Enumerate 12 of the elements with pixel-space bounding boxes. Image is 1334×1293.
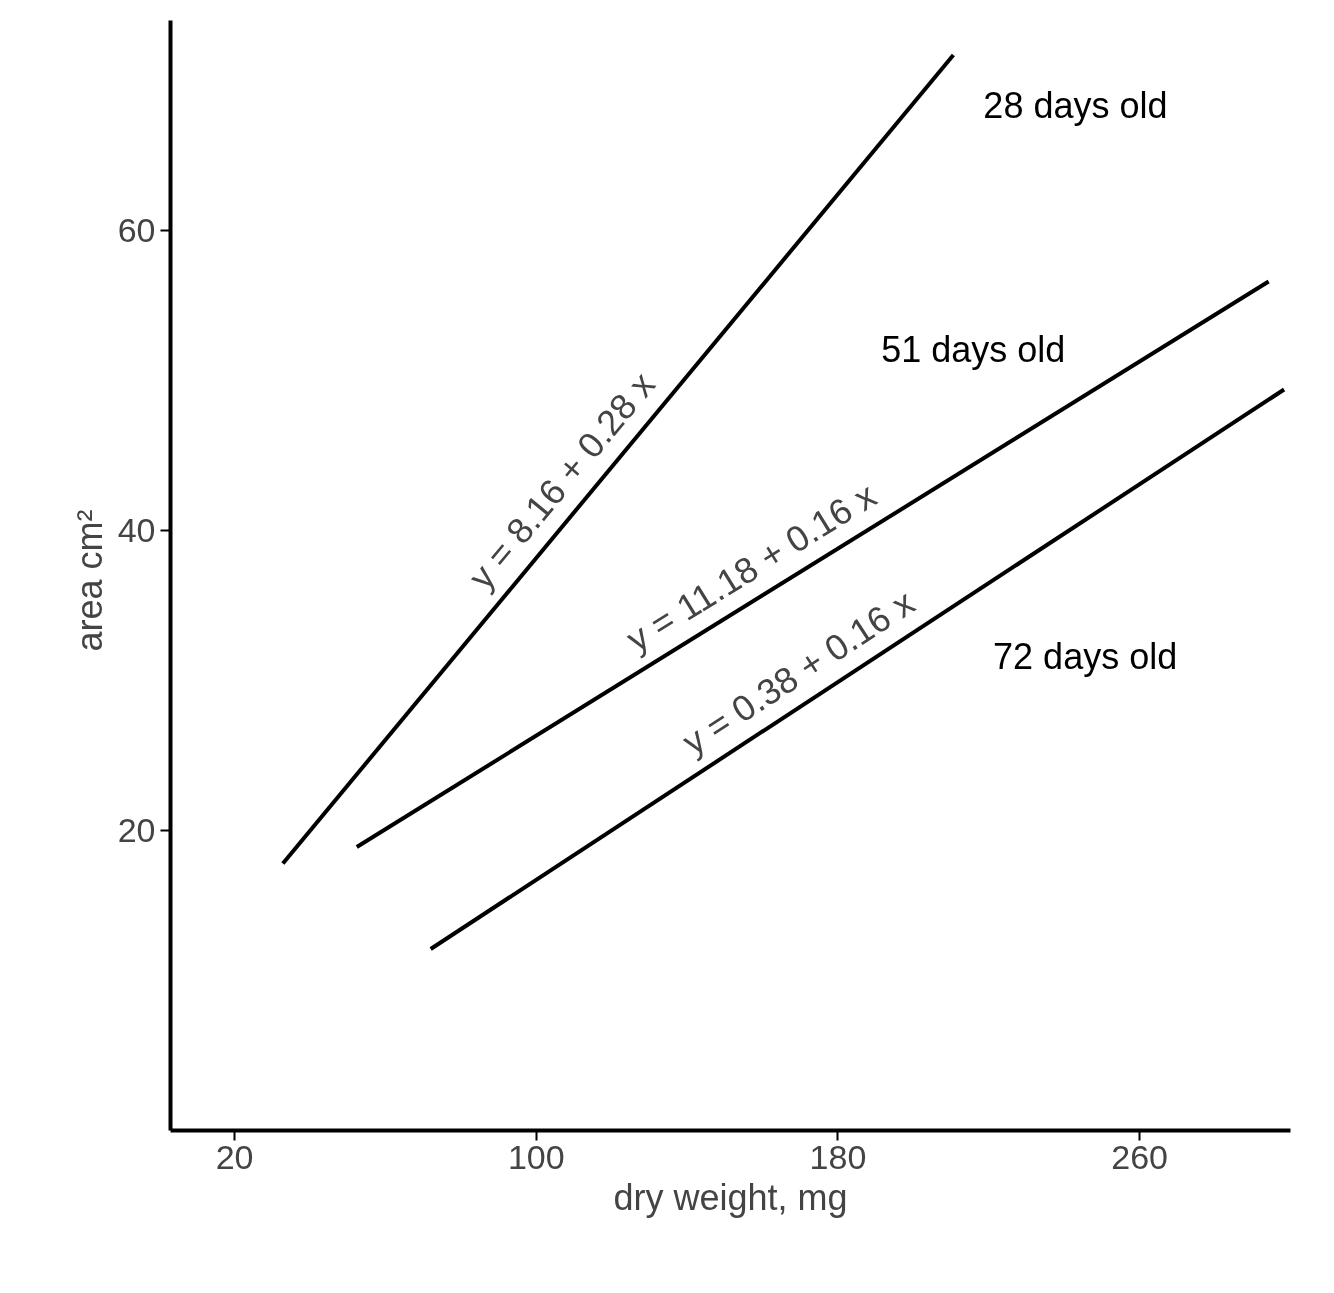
series-label: 72 days old xyxy=(993,635,1178,677)
x-tick-label: 100 xyxy=(507,1137,565,1176)
y-axis-title: area cm² xyxy=(68,509,110,652)
x-tick-label: 20 xyxy=(215,1137,254,1176)
x-tick-label: 180 xyxy=(809,1137,867,1176)
series-label: 51 days old xyxy=(881,329,1066,371)
y-tick-label: 20 xyxy=(117,811,156,849)
series-label: 28 days old xyxy=(983,84,1168,126)
y-tick-label: 40 xyxy=(117,511,156,549)
x-axis-title: dry weight, mg xyxy=(613,1176,848,1218)
x-tick-label: 260 xyxy=(1111,1137,1169,1176)
y-tick-label: 60 xyxy=(117,211,156,249)
